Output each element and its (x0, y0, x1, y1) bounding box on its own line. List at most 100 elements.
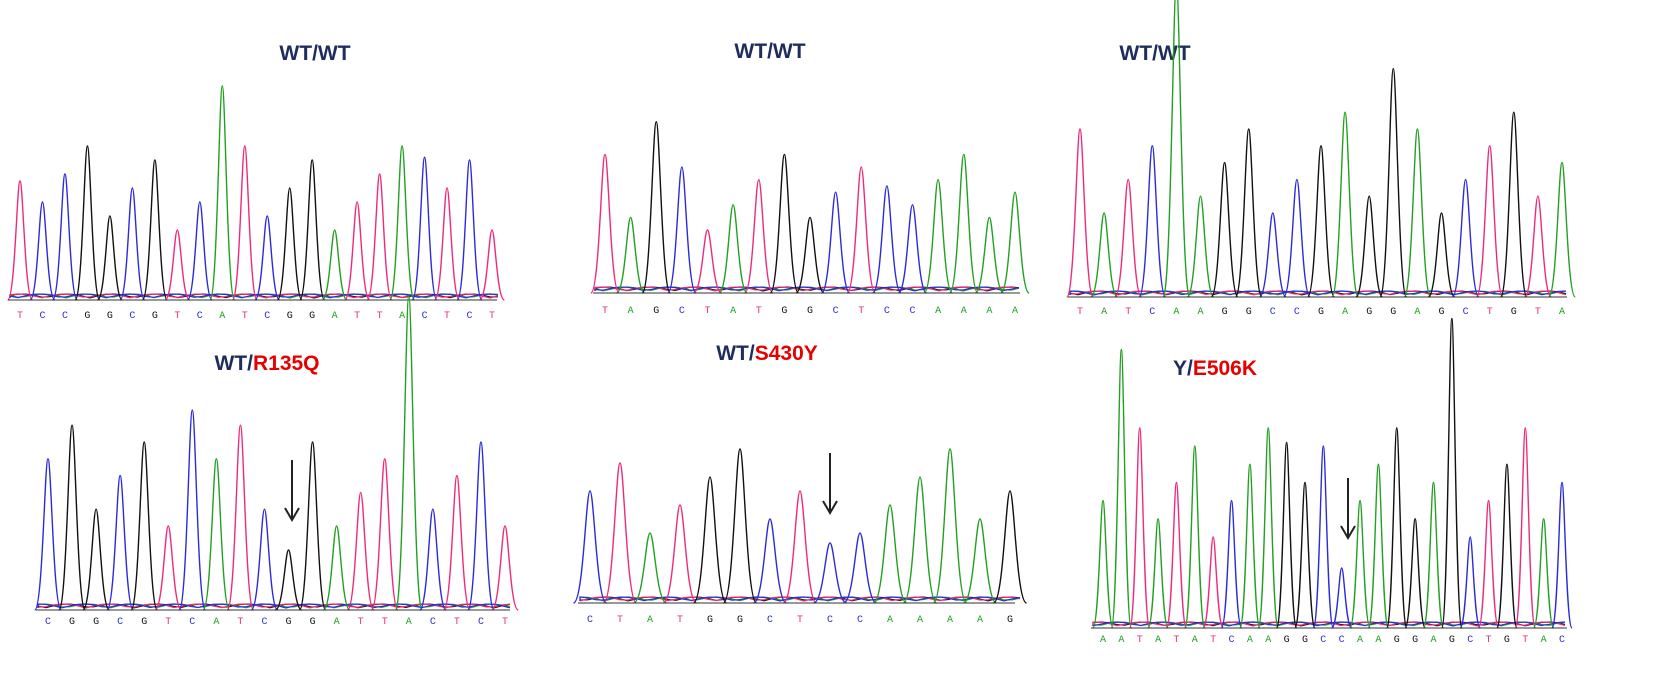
base-call: C (189, 617, 195, 628)
trace-peak (1405, 519, 1425, 628)
trace-peak (904, 477, 937, 603)
base-call: A (887, 615, 893, 626)
base-call: G (1449, 635, 1455, 646)
base-call: G (152, 311, 158, 322)
base-call: T (858, 306, 864, 317)
trace-peak (934, 449, 967, 603)
base-call: G (1302, 635, 1308, 646)
base-call: A (1247, 635, 1253, 646)
base-call: T (1210, 635, 1216, 646)
base-call: T (677, 615, 683, 626)
trace-peak (131, 442, 157, 610)
trace-peak (179, 410, 205, 610)
trace-peak (59, 425, 85, 610)
base-call: A (730, 306, 736, 317)
base-call: C (1463, 307, 1469, 318)
trace-peak (420, 509, 446, 610)
trace-peak (1452, 179, 1479, 297)
base-call: C (827, 615, 833, 626)
trace-peak (1295, 482, 1315, 628)
trace-peak (693, 230, 721, 293)
trace-peak (1428, 213, 1455, 297)
base-call: C (1149, 307, 1155, 318)
base-call: A (961, 306, 967, 317)
trace-peak (1332, 112, 1359, 297)
base-call: T (242, 311, 248, 322)
base-call: T (174, 311, 180, 322)
base-call: C (767, 615, 773, 626)
base-call: A (1357, 635, 1363, 646)
trace-peak (251, 509, 277, 610)
trace-peak (322, 230, 347, 300)
trace-peak (898, 205, 926, 293)
trace-peak (617, 217, 645, 293)
base-call: T (756, 306, 762, 317)
title-part: WT/ (214, 352, 253, 375)
base-call: G (1318, 307, 1324, 318)
base-call: C (679, 306, 685, 317)
title-part: Y/ (1173, 357, 1193, 380)
chromatogram-panel: WT/WTTATCAAGGCCGAGGAGCTGTA (1067, 0, 1576, 318)
trace-peak (1221, 501, 1241, 628)
base-call: C (478, 617, 484, 628)
trace-peak (1166, 482, 1186, 628)
trace-peak (1423, 482, 1443, 628)
base-call: A (332, 311, 338, 322)
trace-peak (719, 205, 747, 293)
trace-peak (1552, 482, 1572, 628)
chromatogram-panel: WT/WTTAGCTATGGCTCCAAAA (591, 40, 1029, 317)
base-call: C (1467, 635, 1473, 646)
base-call: T (602, 306, 608, 317)
base-call: G (1284, 635, 1290, 646)
base-call: G (93, 617, 99, 628)
trace-peak (950, 154, 978, 293)
base-call: A (1192, 635, 1198, 646)
trace-peak (323, 526, 349, 610)
base-call: G (1366, 307, 1372, 318)
title-part: WT/WT (734, 40, 805, 63)
trace-peak (664, 505, 697, 603)
trace-peak (591, 154, 619, 293)
trace-peak (847, 167, 875, 293)
trace-peak (300, 160, 325, 300)
trace-peak (874, 505, 907, 603)
trace-peak (1211, 163, 1238, 297)
trace-peak (745, 180, 773, 293)
trace-peak (1478, 501, 1498, 628)
base-call: T (1487, 307, 1493, 318)
trace-peak (754, 519, 787, 603)
base-call: G (1504, 635, 1510, 646)
base-call: G (286, 617, 292, 628)
base-call: A (1012, 306, 1018, 317)
base-call: T (17, 311, 23, 322)
trace-peak (492, 526, 518, 610)
trace-peak (1187, 196, 1214, 297)
trace-peak (187, 202, 212, 300)
trace-peak (1442, 319, 1462, 628)
base-call: C (261, 617, 267, 628)
title-part: WT/WT (279, 42, 350, 65)
base-call: T (489, 311, 495, 322)
trace-peak (1111, 350, 1131, 628)
base-call: A (399, 311, 405, 322)
trace-peak (390, 146, 415, 300)
base-call: A (1155, 635, 1161, 646)
trace-peak (1476, 146, 1503, 297)
base-call: A (1342, 307, 1348, 318)
trace-peak (1258, 428, 1278, 628)
trace-peak (275, 550, 301, 610)
base-call: G (310, 617, 316, 628)
base-call: T (1173, 635, 1179, 646)
trace-peak (1356, 196, 1383, 297)
base-call: G (1394, 635, 1400, 646)
base-call: T (377, 311, 383, 322)
trace-peak (694, 477, 727, 603)
trace-peak (210, 86, 235, 300)
panel-title: WT/WT (734, 40, 805, 63)
title-part: R135Q (253, 352, 320, 375)
trace-peak (1549, 163, 1576, 297)
trace-peak (1380, 69, 1407, 297)
trace-peak (964, 519, 997, 603)
trace-peak (457, 160, 482, 300)
